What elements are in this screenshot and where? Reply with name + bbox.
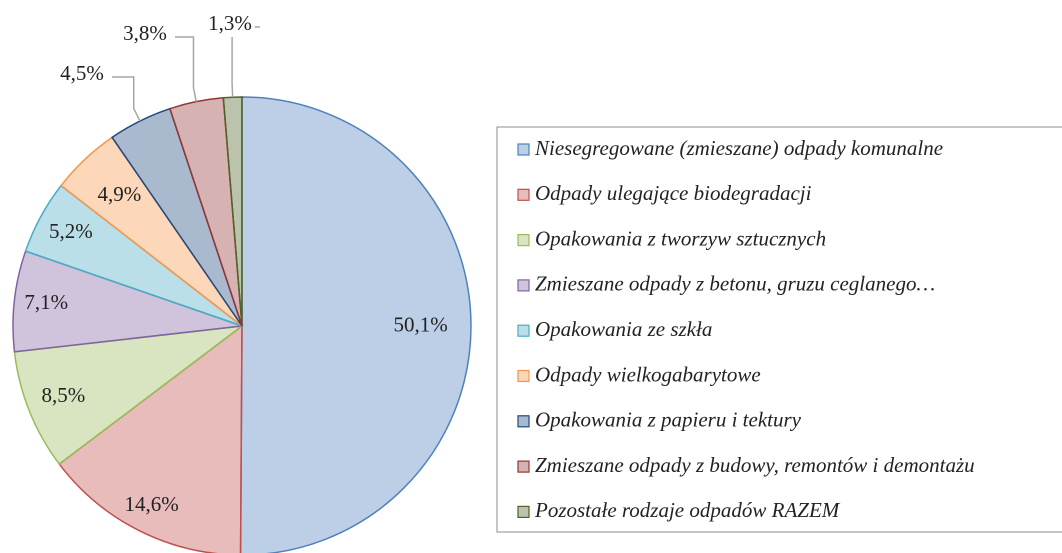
- legend-label: Niesegregowane (zmieszane) odpady komuna…: [534, 136, 943, 160]
- leader-line: [112, 76, 141, 122]
- leader-line: [175, 36, 198, 102]
- pie-slice: [13, 324, 245, 466]
- data-label: 3,8%: [123, 21, 167, 45]
- data-label: 5,2%: [49, 219, 93, 243]
- label-bg: [205, 13, 255, 37]
- data-label: 4,5%: [60, 61, 104, 85]
- data-label: 4,9%: [97, 182, 141, 206]
- legend-label: Odpady wielkogabarytowe: [535, 362, 761, 386]
- legend-label: Opakowania z tworzyw sztucznych: [535, 226, 826, 250]
- legend-marker: [517, 324, 530, 337]
- legend-marker: [517, 369, 530, 383]
- legend-label: Zmieszane odpady z budowy, remontów i de…: [535, 453, 975, 477]
- legend-marker: [517, 415, 530, 428]
- legend-marker: [517, 460, 530, 473]
- legend-box: [496, 126, 1062, 533]
- data-label: 7,1%: [24, 290, 68, 314]
- data-label: 50,1%: [393, 312, 447, 336]
- pie-slice: [58, 324, 243, 553]
- leader-line: [231, 26, 260, 98]
- legend-marker: [517, 143, 530, 156]
- legend-marker: [517, 188, 530, 201]
- legend-label: Opakowania z papieru i tektury: [535, 408, 802, 432]
- legend-label: Opakowania ze szkła: [535, 317, 712, 341]
- legend-label: Pozostałe rodzaje odpadów RAZEM: [534, 498, 841, 522]
- label-bg: [57, 63, 107, 87]
- legend-marker: [517, 279, 530, 292]
- data-label: 8,5%: [41, 383, 85, 407]
- data-label: 14,6%: [125, 492, 179, 516]
- legend-marker: [517, 234, 530, 247]
- legend-label: Odpady ulegające biodegradacji: [535, 181, 812, 205]
- data-label: 1,3%: [208, 11, 252, 35]
- legend-marker: [517, 505, 530, 518]
- pie-slice: [222, 96, 243, 327]
- pie-slice: [239, 96, 472, 553]
- label-bg: [120, 23, 170, 47]
- legend-label: Zmieszane odpady z betonu, gruzu ceglane…: [535, 272, 935, 296]
- pie-slice: [12, 250, 243, 353]
